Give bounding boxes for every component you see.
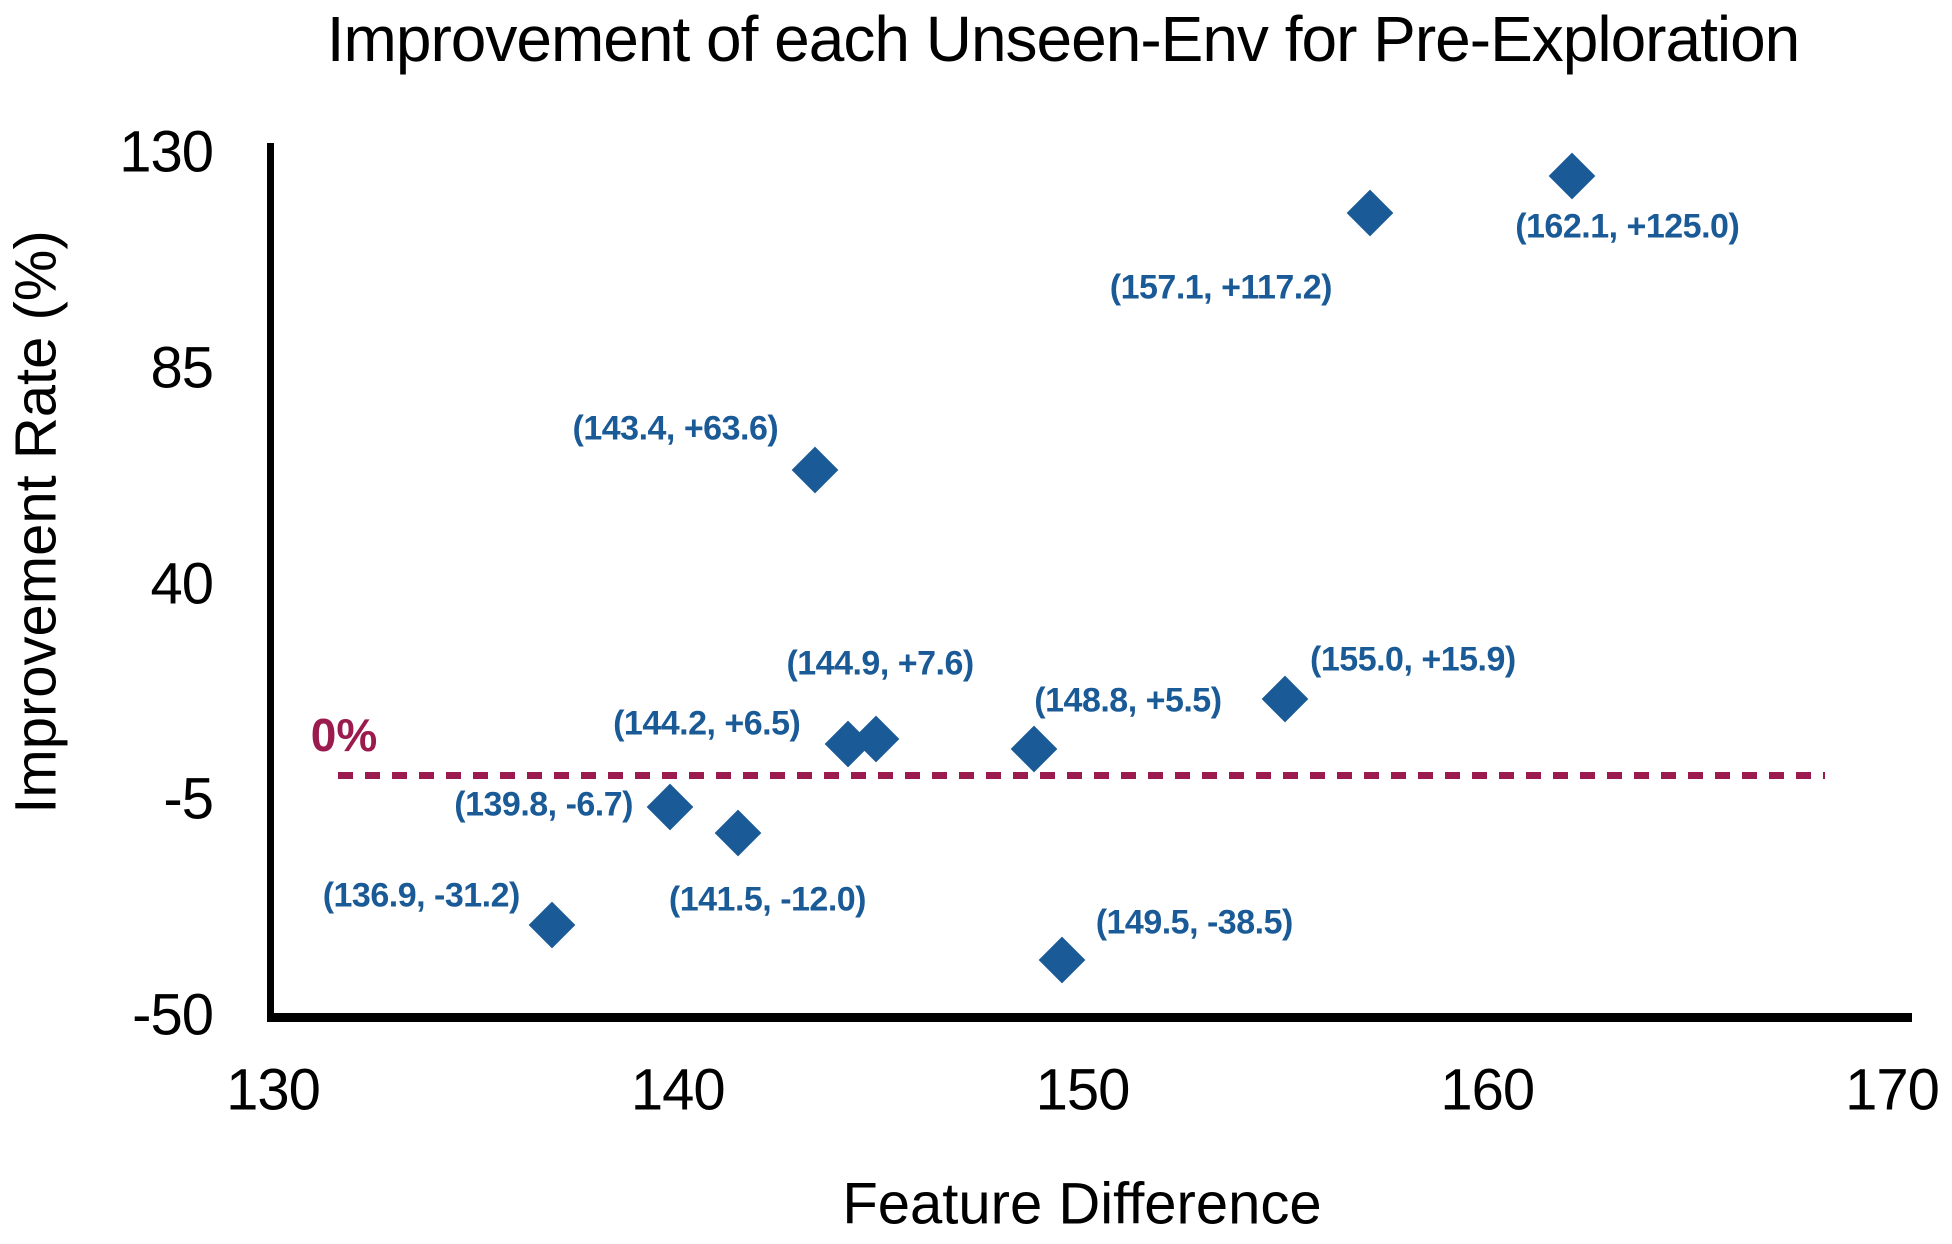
data-point-diamond [1010,725,1058,773]
x-axis-line [267,1013,1912,1022]
data-point-annotation: (144.2, +6.5) [613,704,801,743]
data-point-annotation: (148.8, +5.5) [1034,681,1222,720]
zero-dashed-line [338,772,1825,780]
x-tick-label: 150 [1035,1057,1131,1123]
data-point-annotation: (139.8, -6.7) [454,785,633,824]
data-point-annotation: (155.0, +15.9) [1310,640,1516,679]
data-point-diamond [715,809,762,857]
data-point-diamond [1346,190,1394,237]
data-point-annotation: (143.4, +63.6) [572,409,779,448]
y-tick-label: 130 [119,119,214,185]
data-point-diamond [528,901,576,949]
x-tick-label: 170 [1845,1057,1940,1123]
data-point-annotation: (144.9, +7.6) [786,644,974,683]
x-axis-title: Feature Difference [842,1171,1322,1237]
data-point-annotation: (162.1, +125.0) [1515,207,1740,246]
y-axis-line [267,143,274,1022]
y-tick-label: 85 [150,335,214,401]
x-tick-label: 140 [630,1057,726,1123]
data-point-diamond [1548,152,1596,200]
zero-percent-label: 0% [310,709,378,762]
y-tick-label: -50 [132,982,214,1048]
data-point-annotation: (141.5, -12.0) [668,880,867,919]
data-point-diamond [646,784,693,831]
data-point-annotation: (149.5, -38.5) [1095,903,1294,942]
data-point-annotation: (136.9, -31.2) [322,876,521,915]
chart-title: Improvement of each Unseen-Env for Pre-E… [326,3,1801,75]
data-point-diamond [1038,936,1086,984]
x-tick-label: 160 [1440,1057,1535,1123]
y-tick-label: -5 [163,766,214,832]
data-point-diamond [792,447,839,494]
x-tick-label: 130 [226,1057,321,1123]
y-tick-label: 40 [150,551,214,616]
data-point-diamond [1261,675,1309,723]
data-point-annotation: (157.1, +117.2) [1109,268,1333,307]
y-axis-title: Improvement Rate (%) [3,230,69,814]
